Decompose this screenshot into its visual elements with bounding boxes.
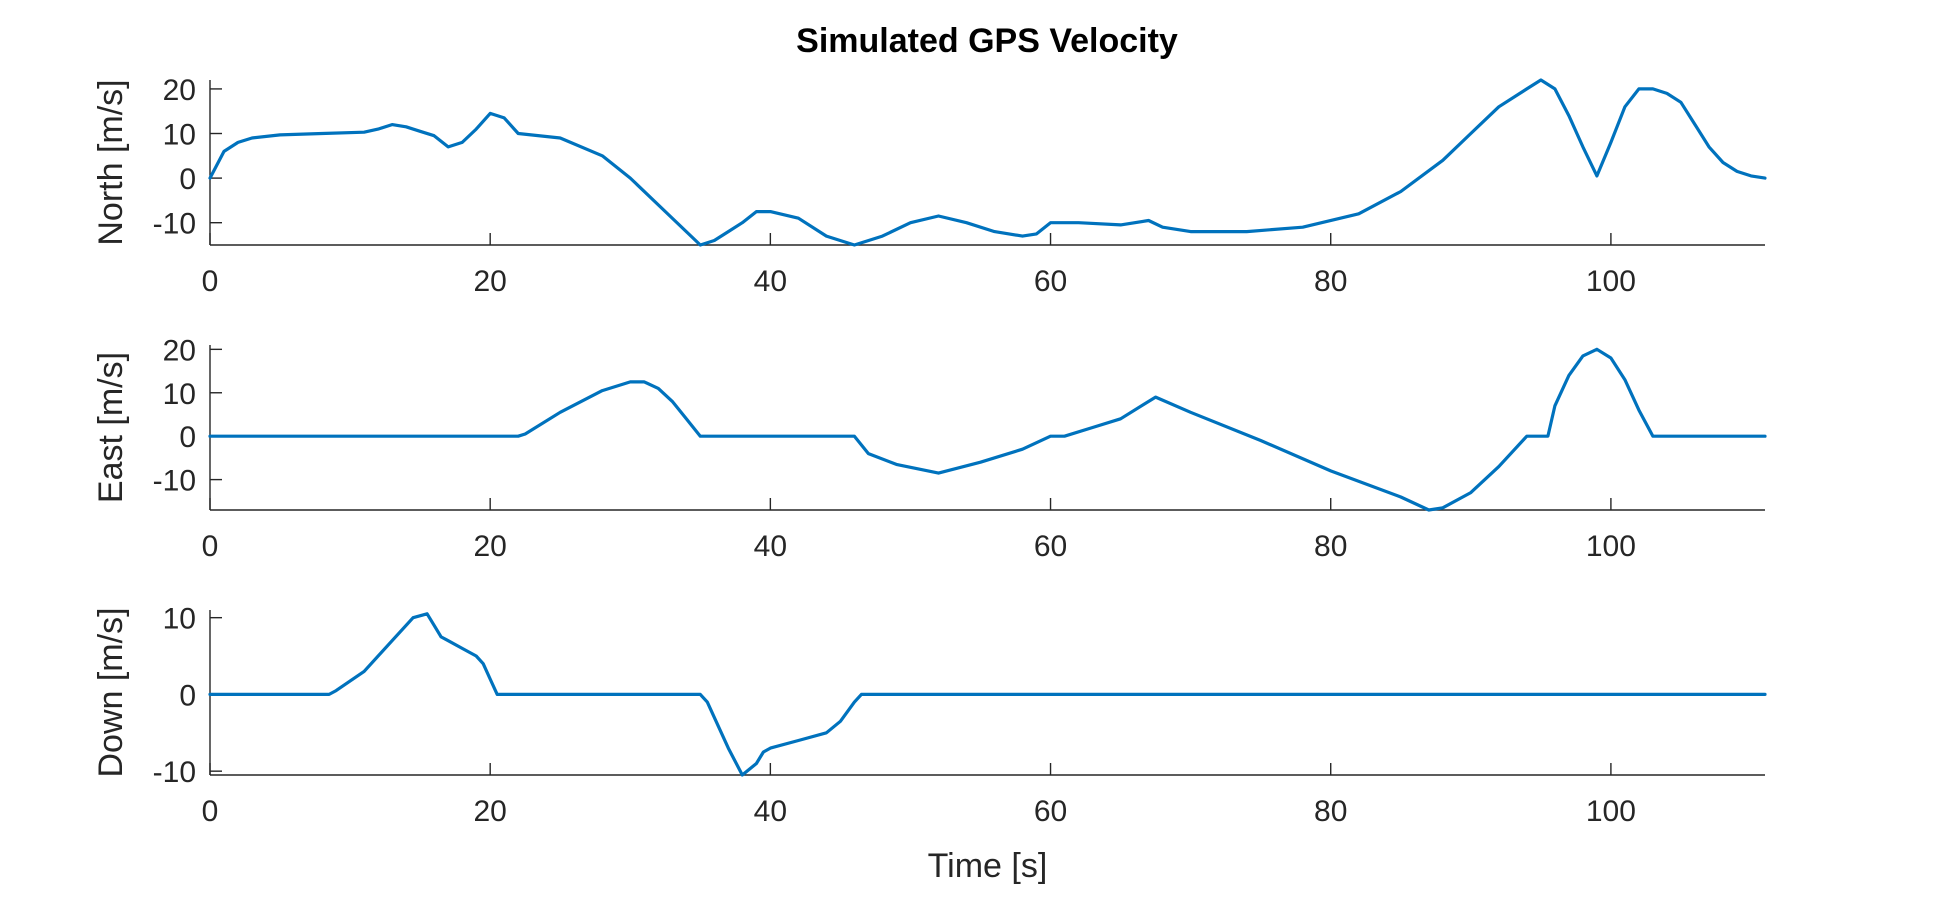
down-y-tick-label: 0 bbox=[179, 679, 196, 712]
north-y-tick-label: -10 bbox=[153, 208, 196, 241]
down-velocity-line bbox=[208, 612, 1767, 777]
down-x-tick-label: 60 bbox=[1034, 795, 1067, 828]
down-x-tick-label: 0 bbox=[202, 795, 219, 828]
down-y-axis-label: Down [m/s] bbox=[92, 607, 130, 777]
down-x-tick-label: 20 bbox=[473, 795, 506, 828]
down-y-tick-label: -10 bbox=[153, 756, 196, 789]
east-y-tick-label: 10 bbox=[163, 378, 196, 411]
east-y-tick-label: 20 bbox=[163, 334, 196, 367]
east-y-axis-label: East [m/s] bbox=[92, 352, 130, 503]
east-x-tick-label: 40 bbox=[754, 530, 787, 563]
north-y-tick-label: 20 bbox=[163, 74, 196, 107]
down-x-tick-label: 80 bbox=[1314, 795, 1347, 828]
east-y-tick-label: 0 bbox=[179, 421, 196, 454]
north-y-tick-label: 10 bbox=[163, 119, 196, 152]
east-velocity-line bbox=[208, 347, 1767, 512]
north-x-tick-label: 40 bbox=[754, 265, 787, 298]
east-x-tick-label: 80 bbox=[1314, 530, 1347, 563]
down-y-tick-label: 10 bbox=[163, 603, 196, 636]
north-y-axis-label: North [m/s] bbox=[92, 79, 130, 245]
chart-title: Simulated GPS Velocity bbox=[796, 22, 1178, 60]
north-y-tick-label: 0 bbox=[179, 163, 196, 196]
east-x-tick-label: 20 bbox=[473, 530, 506, 563]
north-velocity-line bbox=[208, 78, 1767, 247]
east-x-tick-label: 60 bbox=[1034, 530, 1067, 563]
north-x-tick-label: 0 bbox=[202, 265, 219, 298]
down-x-tick-label: 100 bbox=[1586, 795, 1636, 828]
down-x-axis-label: Time [s] bbox=[928, 847, 1048, 885]
east-x-tick-label: 100 bbox=[1586, 530, 1636, 563]
east-y-tick-label: -10 bbox=[153, 465, 196, 498]
east-x-tick-label: 0 bbox=[202, 530, 219, 563]
north-x-tick-label: 20 bbox=[473, 265, 506, 298]
north-x-tick-label: 100 bbox=[1586, 265, 1636, 298]
north-x-tick-label: 80 bbox=[1314, 265, 1347, 298]
down-x-tick-label: 40 bbox=[754, 795, 787, 828]
north-x-tick-label: 60 bbox=[1034, 265, 1067, 298]
